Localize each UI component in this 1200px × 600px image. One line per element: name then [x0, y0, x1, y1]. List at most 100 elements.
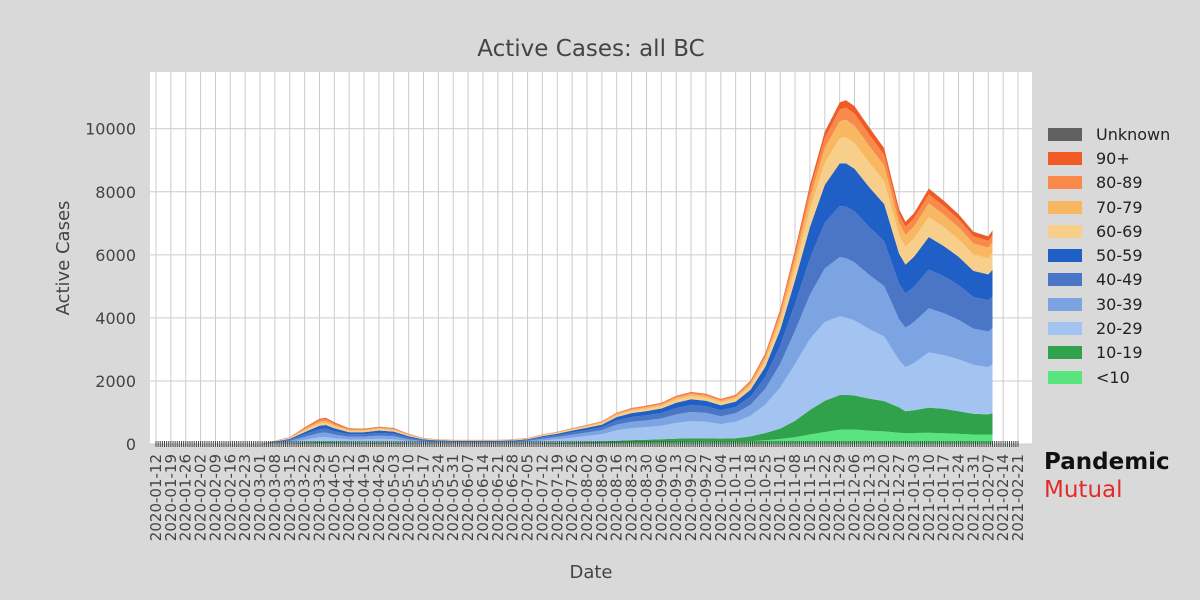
legend-label: 50-59 — [1096, 246, 1143, 266]
x-tick-label: 2020-05-10 — [400, 454, 418, 541]
legend-swatch — [1048, 297, 1082, 311]
x-tick-label: 2020-02-09 — [206, 454, 224, 541]
x-tick-label: 2020-07-05 — [519, 454, 537, 541]
legend: Unknown 90+ 80-89 70-79 60-69 50-59 40-49 30-39… — [1048, 122, 1170, 389]
x-tick-label: 2020-12-20 — [875, 454, 893, 541]
y-tick-label: 4000 — [95, 309, 136, 328]
legend-label: 40-49 — [1096, 270, 1143, 290]
x-tick-label: 2020-04-26 — [370, 454, 388, 541]
legend-swatch — [1048, 346, 1082, 360]
x-tick-label: 2020-11-29 — [831, 454, 849, 541]
x-tick-label: 2020-09-13 — [667, 454, 685, 541]
chart-title: Active Cases: all BC — [477, 36, 705, 62]
y-axis-label: Active Cases — [53, 201, 74, 316]
x-tick-label: 2020-10-04 — [712, 454, 730, 541]
x-tick-label: 2020-06-14 — [474, 454, 492, 541]
legend-item: Unknown — [1048, 122, 1170, 146]
legend-item: 80-89 — [1048, 171, 1170, 195]
legend-label: 10-19 — [1096, 343, 1143, 363]
legend-label: <10 — [1096, 367, 1130, 387]
x-tick-label: 2020-10-25 — [756, 454, 774, 541]
legend-swatch — [1048, 224, 1082, 238]
x-tick-label: 2020-03-01 — [251, 454, 269, 541]
x-tick-label: 2020-07-19 — [548, 454, 566, 541]
x-tick-label: 2020-12-06 — [846, 454, 864, 541]
x-tick-label: 2020-06-28 — [504, 454, 522, 541]
x-tick-label: 2021-01-10 — [920, 454, 938, 541]
legend-swatch — [1048, 249, 1082, 263]
x-tick-label: 2020-01-26 — [177, 454, 195, 541]
legend-label: Unknown — [1096, 124, 1171, 144]
legend-label: 90+ — [1096, 148, 1130, 168]
x-tick-label: 2020-08-16 — [608, 454, 626, 541]
y-tick-label: 6000 — [95, 246, 136, 265]
legend-item: 30-39 — [1048, 292, 1170, 316]
legend-swatch — [1048, 322, 1082, 336]
legend-swatch — [1048, 151, 1082, 165]
x-tick-label: 2020-02-23 — [236, 454, 254, 541]
x-tick-label: 2020-11-15 — [801, 454, 819, 541]
legend-swatch — [1048, 200, 1082, 214]
legend-label: 80-89 — [1096, 173, 1143, 193]
x-tick-label: 2020-11-22 — [816, 454, 834, 541]
gridlines — [150, 72, 1032, 445]
x-tick-label: 2020-03-15 — [281, 454, 299, 541]
legend-label: 70-79 — [1096, 197, 1143, 217]
x-tick-label: 2020-08-23 — [623, 454, 641, 541]
x-tick-label: 2020-07-12 — [533, 454, 551, 541]
legend-label: 30-39 — [1096, 294, 1143, 314]
area-series-3039 — [260, 257, 993, 444]
x-tick-label: 2020-10-11 — [727, 454, 745, 541]
x-tick-label: 2020-09-20 — [682, 454, 700, 541]
x-tick-label: 2020-03-29 — [310, 454, 328, 541]
x-tick-label: 2021-01-17 — [935, 454, 953, 541]
area-series-2029 — [260, 316, 993, 444]
area-series-7079 — [260, 119, 993, 444]
x-tick-label: 2020-06-21 — [489, 454, 507, 541]
x-tick-label: 2020-04-12 — [340, 454, 358, 541]
x-tick-label: 2020-05-31 — [444, 454, 462, 541]
legend-swatch — [1048, 273, 1082, 287]
legend-swatch — [1048, 370, 1082, 384]
legend-item: 90+ — [1048, 146, 1170, 170]
x-tick-label: 2021-01-03 — [905, 454, 923, 541]
x-tick-label: 2020-08-02 — [578, 454, 596, 541]
stacked-areas — [260, 100, 993, 445]
x-tick-label: 2020-08-09 — [593, 454, 611, 541]
x-tick-label: 2020-06-07 — [459, 454, 477, 541]
x-tick-label: 2021-01-24 — [950, 454, 968, 541]
legend-item: 60-69 — [1048, 219, 1170, 243]
x-tick-label: 2020-10-18 — [741, 454, 759, 541]
brand-line-2: Mutual — [1044, 477, 1123, 503]
x-tick-label: 2020-07-26 — [563, 454, 581, 541]
x-tick-label: 2020-12-27 — [890, 454, 908, 541]
x-tick-label: 2020-01-19 — [162, 454, 180, 541]
x-tick-label: 2020-02-02 — [192, 454, 210, 541]
legend-swatch — [1048, 127, 1082, 141]
legend-label: 20-29 — [1096, 319, 1143, 339]
x-tick-label: 2020-05-03 — [385, 454, 403, 541]
x-tick-label: 2021-02-21 — [1009, 454, 1027, 541]
y-tick-label: 10000 — [85, 120, 136, 139]
x-tick-label: 2020-11-08 — [786, 454, 804, 541]
y-tick-label: 2000 — [95, 372, 136, 391]
x-tick-label: 2021-02-07 — [979, 454, 997, 541]
x-tick-label: 2021-02-14 — [994, 454, 1012, 541]
area-series-4049 — [260, 206, 993, 444]
area-series-1019 — [260, 394, 993, 444]
legend-item: <10 — [1048, 365, 1170, 389]
legend-item: 50-59 — [1048, 243, 1170, 267]
y-tick-label: 0 — [126, 435, 136, 454]
area-series-6069 — [260, 137, 993, 445]
x-tick-label: 2020-09-27 — [697, 454, 715, 541]
x-tick-label: 2020-05-24 — [429, 454, 447, 541]
x-tick-label: 2020-12-13 — [860, 454, 878, 541]
legend-item: 40-49 — [1048, 268, 1170, 292]
area-series-5059 — [260, 163, 993, 444]
x-tick-label: 2020-04-05 — [325, 454, 343, 541]
x-tick-label: 2020-01-12 — [147, 454, 165, 541]
x-tick-label: 2020-09-06 — [652, 454, 670, 541]
legend-item: 20-29 — [1048, 316, 1170, 340]
area-series-10 — [260, 429, 993, 444]
